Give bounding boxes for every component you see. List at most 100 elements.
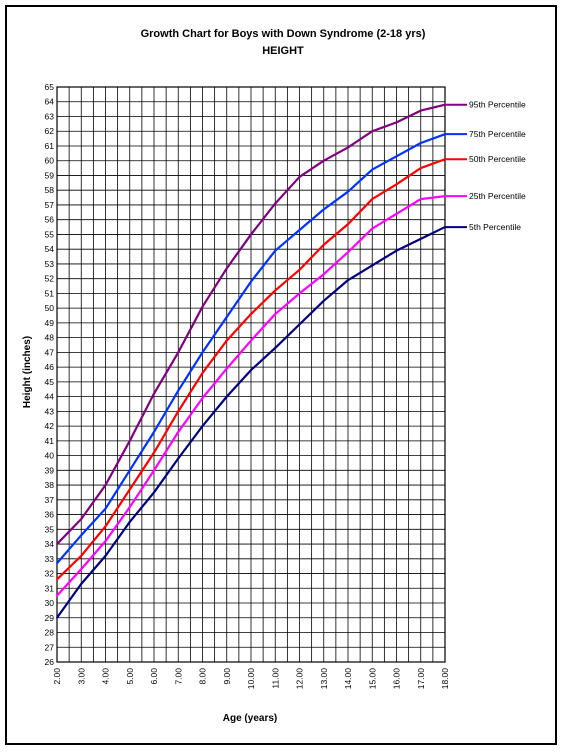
data-point-25th-percentile: [225, 367, 228, 370]
data-point-95th-percentile: [153, 392, 155, 395]
y-tick-label: 31: [45, 583, 55, 593]
y-tick-label: 56: [45, 215, 55, 225]
grid: [56, 86, 446, 663]
axes: 26 27 28 29 30 31 32 33 34 35 36 37 38 39 40 41 42 43 44 45…: [45, 82, 450, 689]
data-point-5th-percentile: [153, 491, 155, 494]
data-point-75th-percentile: [128, 469, 131, 472]
y-tick-label: 50: [45, 303, 55, 313]
x-tick-label: 15.00: [367, 668, 377, 690]
y-tick-label: 46: [45, 362, 55, 372]
data-point-95th-percentile: [80, 518, 83, 520]
data-point-95th-percentile: [225, 267, 228, 270]
data-point-5th-percentile: [128, 521, 131, 523]
data-point-25th-percentile: [347, 251, 349, 254]
plot-border: [56, 86, 446, 663]
data-point-50th-percentile: [371, 198, 374, 200]
y-tick-label: 42: [45, 421, 55, 431]
series-lines: [56, 103, 446, 619]
data-point-25th-percentile: [371, 227, 374, 230]
x-tick-label: 8.00: [198, 668, 208, 685]
data-point-5th-percentile: [225, 395, 228, 398]
y-tick-label: 29: [45, 613, 55, 623]
data-point-75th-percentile: [56, 562, 58, 565]
data-point-50th-percentile: [225, 339, 228, 342]
data-point-5th-percentile: [56, 616, 58, 619]
x-tick-label: 4.00: [101, 668, 111, 685]
y-axis-label: Height (inches): [22, 336, 33, 408]
data-point-95th-percentile: [250, 233, 252, 236]
x-tick-label: 11.00: [270, 668, 280, 689]
y-tick-label: 53: [45, 259, 55, 269]
y-tick-label: 33: [45, 554, 55, 564]
data-point-75th-percentile: [250, 280, 252, 283]
y-tick-label: 55: [45, 229, 55, 239]
x-tick-label: 14.00: [343, 668, 353, 690]
y-tick-label: 52: [45, 274, 55, 284]
x-tick-label: 7.00: [173, 668, 183, 685]
x-axis-label: Age (years): [223, 713, 277, 724]
data-point-50th-percentile: [298, 268, 301, 271]
y-tick-label: 49: [45, 318, 55, 328]
y-tick-label: 64: [45, 97, 55, 107]
data-point-5th-percentile: [274, 347, 277, 349]
data-point-75th-percentile: [274, 249, 277, 252]
data-point-75th-percentile: [104, 507, 107, 510]
data-point-95th-percentile: [274, 202, 277, 205]
legend-label-50th-percentile: 50th Percentile: [469, 154, 526, 164]
data-point-50th-percentile: [274, 289, 277, 292]
y-tick-label: 26: [45, 657, 55, 667]
data-point-25th-percentile: [153, 469, 155, 472]
y-tick-label: 32: [45, 569, 55, 579]
x-tick-label: 6.00: [149, 668, 159, 685]
y-tick-label: 38: [45, 480, 55, 490]
y-tick-label: 28: [45, 628, 55, 638]
x-tick-label: 5.00: [125, 668, 135, 685]
x-tick-label: 2.00: [52, 668, 62, 685]
y-tick-label: 44: [45, 392, 55, 402]
chart-subtitle: HEIGHT: [262, 45, 304, 57]
data-point-95th-percentile: [322, 159, 325, 162]
x-tick-label: 13.00: [319, 668, 329, 690]
data-point-25th-percentile: [250, 339, 252, 342]
y-tick-label: 40: [45, 451, 55, 461]
data-point-5th-percentile: [298, 323, 301, 326]
y-tick-label: 58: [45, 185, 55, 195]
y-tick-label: 54: [45, 244, 55, 254]
x-tick-label: 9.00: [222, 668, 232, 685]
data-point-95th-percentile: [128, 439, 131, 442]
y-tick-label: 61: [45, 141, 55, 151]
data-point-50th-percentile: [419, 167, 422, 169]
data-point-95th-percentile: [177, 351, 180, 354]
data-point-25th-percentile: [322, 273, 325, 276]
data-point-25th-percentile: [128, 506, 131, 509]
chart-title-block: Growth Chart for Boys with Down Syndrome…: [0, 26, 566, 60]
data-point-50th-percentile: [104, 525, 107, 528]
data-point-50th-percentile: [128, 488, 131, 491]
data-point-75th-percentile: [395, 155, 398, 158]
y-tick-label: 62: [45, 126, 55, 136]
data-point-5th-percentile: [250, 369, 252, 371]
legend-label-25th-percentile: 25th Percentile: [469, 191, 526, 201]
data-point-75th-percentile: [201, 351, 204, 354]
data-point-25th-percentile: [104, 540, 107, 543]
data-point-95th-percentile: [347, 146, 349, 149]
y-tick-label: 41: [45, 436, 55, 446]
x-tick-label: 12.00: [295, 668, 305, 690]
data-point-75th-percentile: [80, 534, 83, 537]
y-tick-label: 36: [45, 510, 55, 520]
data-point-50th-percentile: [201, 372, 204, 374]
data-point-50th-percentile: [56, 578, 58, 581]
y-tick-label: 48: [45, 333, 55, 343]
data-point-95th-percentile: [371, 130, 374, 133]
data-point-95th-percentile: [56, 543, 58, 545]
data-point-5th-percentile: [80, 582, 83, 585]
data-point-25th-percentile: [298, 292, 301, 295]
y-tick-label: 45: [45, 377, 55, 387]
data-point-25th-percentile: [274, 313, 277, 315]
y-tick-label: 65: [45, 82, 55, 92]
x-tick-label: 16.00: [392, 668, 402, 690]
data-point-50th-percentile: [250, 313, 252, 315]
y-tick-label: 63: [45, 111, 55, 121]
data-point-95th-percentile: [104, 484, 107, 486]
